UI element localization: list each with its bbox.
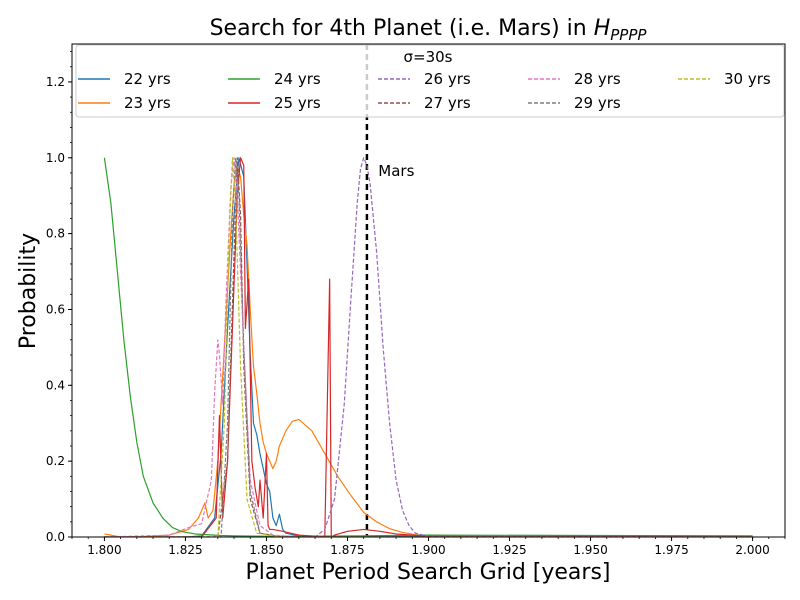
series-line-28-yrs [104,157,753,537]
y-axis: 0.0 0.2 0.4 0.6 0.8 1.0 1.2 [46,51,72,544]
y-axis-label: Probability [16,233,41,349]
legend-label: 22 yrs [124,70,171,88]
x-axis-label: Planet Period Search Grid [years] [246,560,611,585]
series-line-22-yrs [104,157,753,537]
legend-title: σ=30s [404,48,453,66]
legend-label: 24 yrs [274,70,321,88]
annotation-mars: Mars [378,162,414,180]
legend-label: 25 yrs [274,94,321,112]
series-line-30-yrs [104,157,753,537]
y-tick-label: 0.4 [46,378,65,392]
legend-label: 28 yrs [574,70,621,88]
x-tick-label: 1.825 [168,543,202,557]
y-tick-label: 1.0 [46,151,65,165]
x-axis: 1.800 1.825 1.850 1.875 1.900 1.925 1.950 1.975… [71,537,786,557]
x-tick-label: 1.800 [87,543,121,557]
legend-label: 27 yrs [424,94,471,112]
legend-label: 29 yrs [574,94,621,112]
legend: σ=30s 22 yrs 23 yrs 24 yrs 25 yrs 26 yrs 27 yr… [75,44,785,118]
x-tick-label: 1.850 [249,543,283,557]
plot-area: Mars [71,43,786,538]
series-line-24-yrs [103,157,753,537]
series-lines [103,44,753,537]
legend-box [75,44,785,118]
y-tick-label: 0.8 [46,227,65,241]
y-tick-label: 1.2 [46,75,65,89]
series-line-29-yrs [104,157,753,537]
chart-title: Search for 4th Planet (i.e. Mars) in HPP… [210,16,648,44]
x-tick-label: 1.975 [654,543,688,557]
y-tick-label: 0.0 [46,530,65,544]
axes-frame [71,43,786,538]
x-tick-label: 1.950 [573,543,607,557]
x-tick-label: 2.000 [735,543,769,557]
series-line-27-yrs [104,157,753,537]
series-line-25-yrs [104,157,753,537]
legend-label: 30 yrs [724,70,771,88]
y-tick-label: 0.2 [46,454,65,468]
series-line-26-yrs [104,157,753,537]
y-tick-label: 0.6 [46,302,65,316]
series-line-23-yrs [104,164,753,537]
x-tick-label: 1.875 [330,543,364,557]
x-tick-label: 1.925 [492,543,526,557]
legend-label: 23 yrs [124,94,171,112]
legend-label: 26 yrs [424,70,471,88]
x-tick-label: 1.900 [411,543,445,557]
